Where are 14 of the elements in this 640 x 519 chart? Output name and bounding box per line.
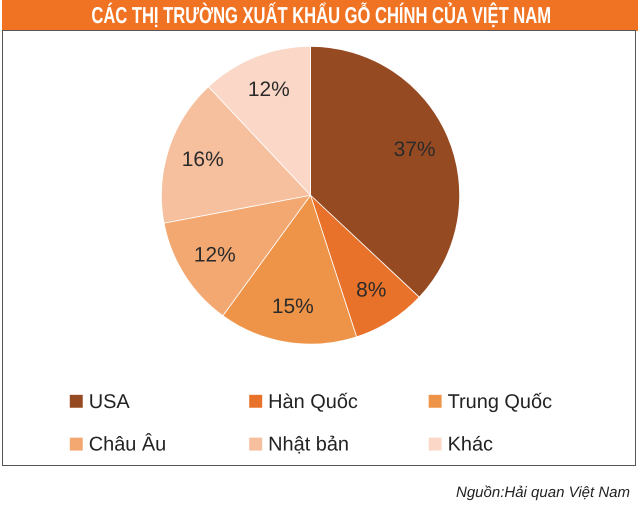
data-label: 16% — [182, 148, 224, 172]
legend-label: Châu Âu — [88, 432, 166, 456]
legend-label: Nhật bản — [268, 434, 350, 456]
text: Nguồn:Hải quan Việt Nam — [456, 484, 630, 501]
legend-label: Hàn Quốc — [268, 390, 358, 413]
data-label: 15% — [272, 294, 314, 318]
data-label: 37% — [394, 138, 436, 162]
data-label: 8% — [356, 278, 386, 302]
chart-title: CÁC THỊ TRƯỜNG XUẤT KHẨU GỖ CHÍNH CỦA VIỆT NAM — [91, 1, 552, 30]
legend-label: Khác — [448, 434, 494, 456]
legend-label: USA — [88, 390, 130, 413]
legend-label: Trung Quốc — [448, 390, 552, 413]
data-label: 12% — [248, 78, 290, 101]
data-label: 12% — [194, 244, 236, 267]
